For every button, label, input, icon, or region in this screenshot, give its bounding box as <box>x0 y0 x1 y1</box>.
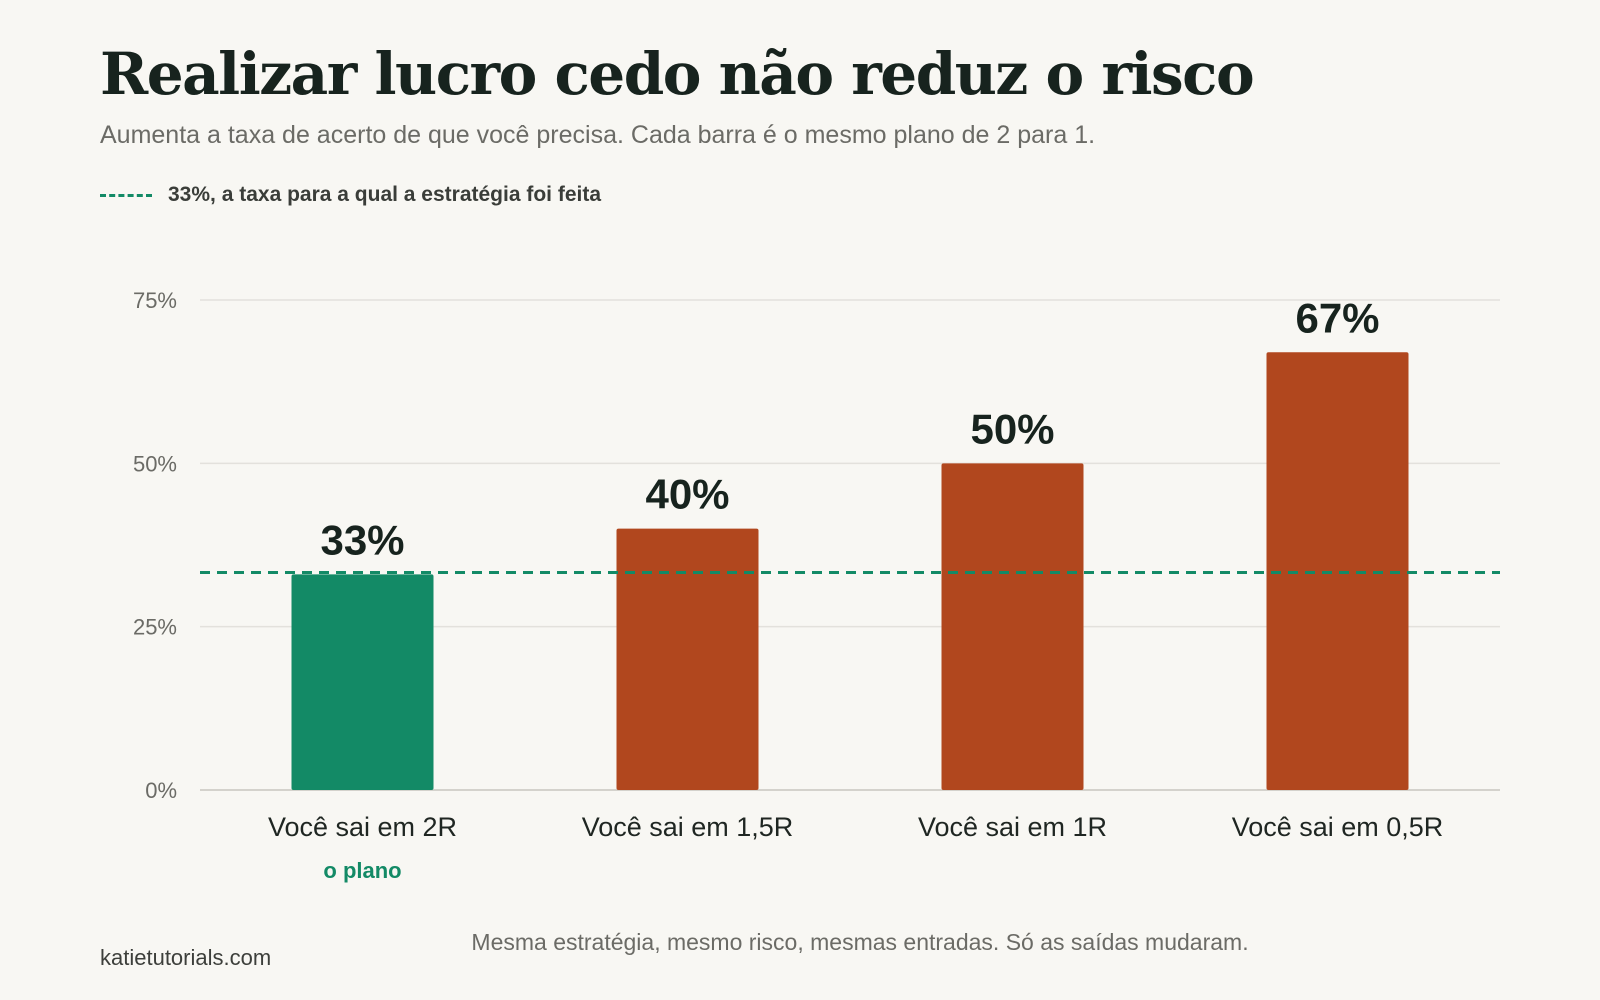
y-tick-label: 75% <box>133 288 177 313</box>
x-category-label: Você sai em 1R <box>918 812 1107 842</box>
bars <box>291 352 1409 790</box>
bar-value-label: 50% <box>970 405 1054 452</box>
x-axis-category-labels: Você sai em 2R o plano Você sai em 1,5R Voc… <box>268 812 1443 883</box>
y-tick-label: 25% <box>133 615 177 640</box>
bar <box>1266 352 1409 790</box>
bar <box>291 574 434 790</box>
bar <box>941 463 1084 790</box>
y-tick-label: 50% <box>133 451 177 476</box>
source-credit: katietutorials.com <box>100 945 272 970</box>
y-tick-label: 0% <box>145 778 177 803</box>
x-category-label: Você sai em 0,5R <box>1232 812 1444 842</box>
chart-subtitle: Aumenta a taxa de acerto de que você pre… <box>100 121 1096 149</box>
bar-chart: 0% 25% 50% 75% 33% 40% 50% 67% Você sai em 2R o… <box>133 288 1500 883</box>
x-category-label: Você sai em 2R <box>268 812 457 842</box>
bar-value-label: 67% <box>1295 294 1379 341</box>
chart-footnote: Mesma estratégia, mesmo risco, mesmas en… <box>471 929 1249 955</box>
bar-value-label: 40% <box>645 471 729 518</box>
bar-value-labels: 33% 40% 50% 67% <box>320 294 1379 563</box>
legend-label: 33%, a taxa para a qual a estratégia foi… <box>168 183 602 206</box>
x-category-label: Você sai em 1,5R <box>582 812 794 842</box>
x-category-note: o plano <box>323 858 401 883</box>
legend: 33%, a taxa para a qual a estratégia foi… <box>100 183 601 207</box>
bar <box>616 528 759 790</box>
chart-title: Realizar lucro cedo não reduz o risco <box>100 40 1255 108</box>
y-axis-tick-labels: 0% 25% 50% 75% <box>133 288 177 803</box>
bar-value-label: 33% <box>320 516 404 563</box>
legend-dashed-line-swatch <box>100 193 152 197</box>
